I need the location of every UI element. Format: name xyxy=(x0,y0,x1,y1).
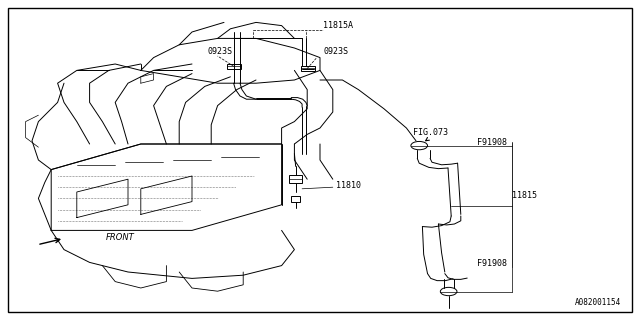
Text: 11815: 11815 xyxy=(512,191,537,200)
Text: FIG.073: FIG.073 xyxy=(413,128,448,137)
Text: 0923S: 0923S xyxy=(323,47,348,56)
Text: 0923S: 0923S xyxy=(208,47,233,56)
Bar xyxy=(289,175,302,183)
Bar xyxy=(301,66,315,71)
Bar xyxy=(227,64,241,69)
Text: 11815A: 11815A xyxy=(323,21,353,30)
Text: F91908: F91908 xyxy=(477,260,507,268)
Text: F91908: F91908 xyxy=(477,138,507,147)
Bar xyxy=(291,196,300,202)
Text: 11810: 11810 xyxy=(336,181,361,190)
Text: A082001154: A082001154 xyxy=(575,298,621,307)
Text: FRONT: FRONT xyxy=(106,233,134,242)
